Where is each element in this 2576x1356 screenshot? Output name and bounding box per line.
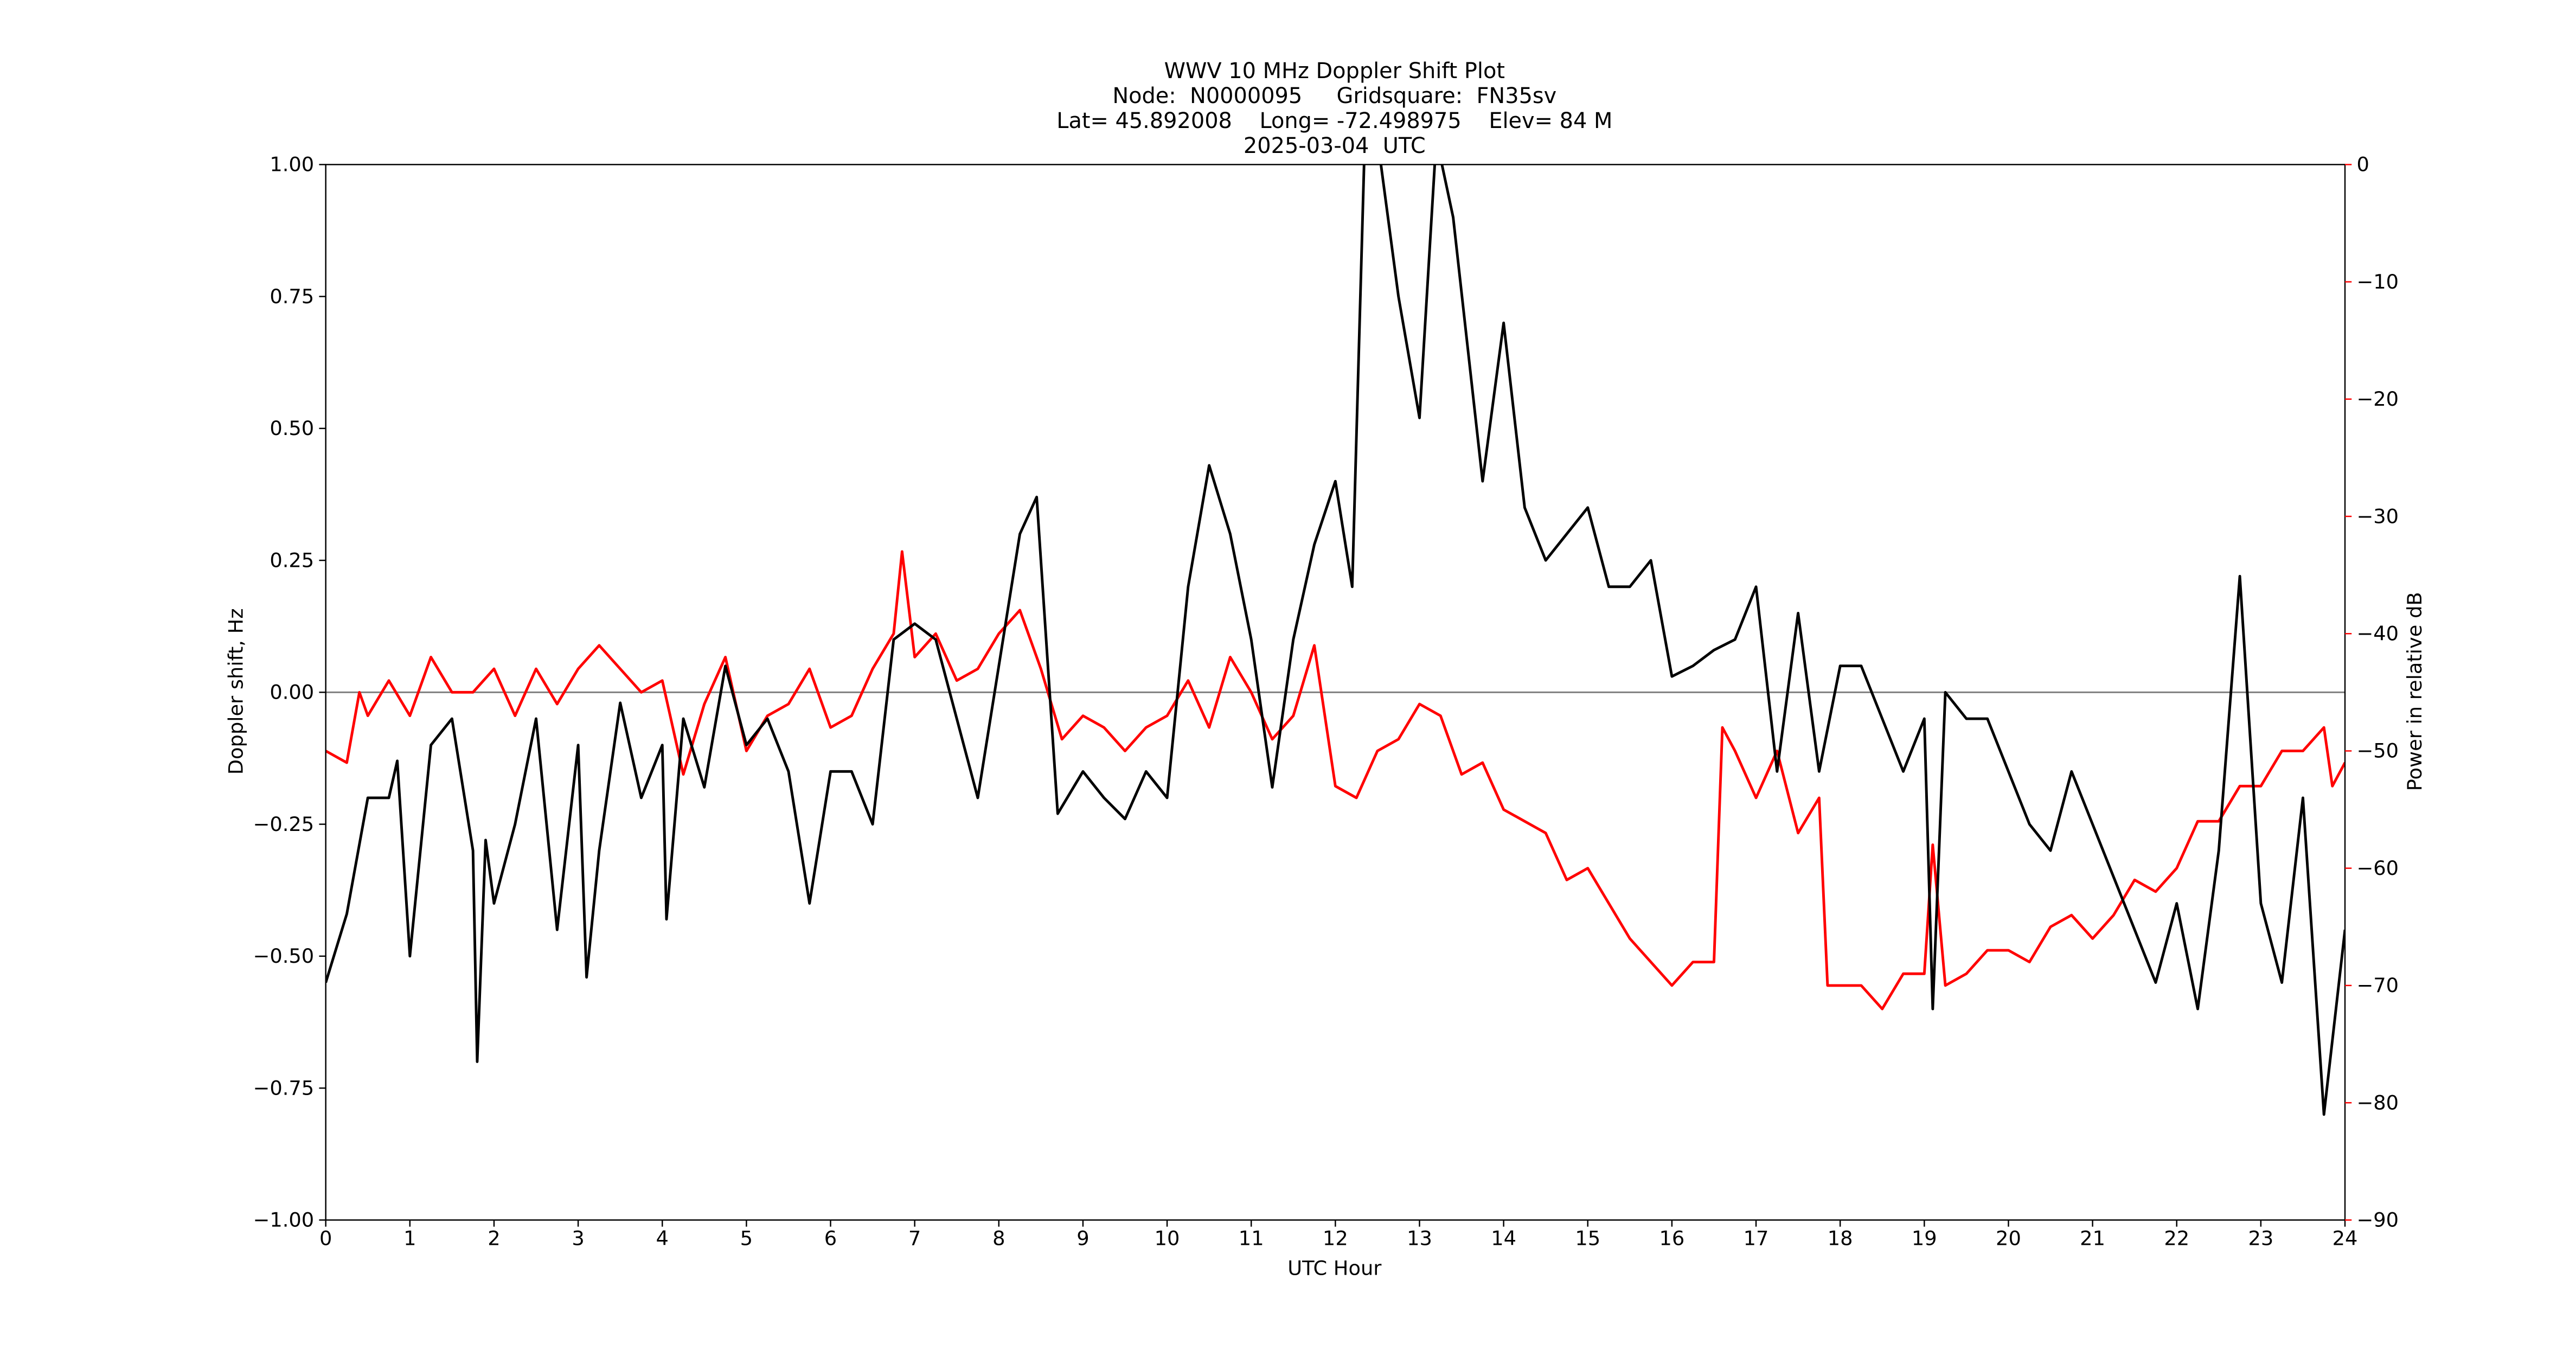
- y-axis-label: Doppler shift, Hz: [224, 608, 247, 775]
- x-tick-label: 17: [1744, 1226, 1769, 1250]
- y-tick-label: −0.25: [253, 813, 315, 836]
- y2-tick-label: −20: [2356, 387, 2399, 411]
- plot-area: [325, 164, 2346, 1116]
- title: Lat= 45.892008 Long= -72.498975 Elev= 84…: [1056, 108, 1612, 133]
- title: Node: N0000095 Gridsquare: FN35sv: [1112, 84, 1556, 108]
- title: WWV 10 MHz Doppler Shift Plot: [1164, 59, 1505, 84]
- y2-tick-label: −30: [2356, 504, 2399, 528]
- x-tick-label: 9: [1076, 1226, 1089, 1250]
- x-tick-label: 7: [908, 1226, 921, 1250]
- x-tick-label: 22: [2164, 1226, 2189, 1250]
- title: 2025-03-04 UTC: [1244, 133, 1426, 158]
- x-axis-label: UTC Hour: [1287, 1256, 1382, 1280]
- series-line: [325, 550, 2346, 1010]
- x-tick-label: 2: [488, 1226, 500, 1250]
- y2-tick-label: −70: [2356, 974, 2399, 997]
- x-tick-label: 20: [1996, 1226, 2021, 1250]
- y-tick-label: −0.50: [253, 944, 315, 968]
- y2-tick-label: −50: [2356, 739, 2399, 763]
- x-tick-label: 23: [2248, 1226, 2273, 1250]
- y2-tick-label: −10: [2356, 270, 2399, 293]
- y2-tick-label: −90: [2356, 1208, 2399, 1232]
- x-tick-label: 6: [824, 1226, 837, 1250]
- x-tick-label: 5: [740, 1226, 753, 1250]
- y2-axis-label: Power in relative dB: [2403, 592, 2426, 791]
- y-tick-label: 0.25: [270, 548, 314, 572]
- y-tick-label: 0.00: [270, 681, 314, 704]
- y-tick-label: −1.00: [253, 1208, 315, 1232]
- x-tick-label: 24: [2333, 1226, 2358, 1250]
- x-tick-label: 14: [1491, 1226, 1516, 1250]
- x-tick-label: 1: [403, 1226, 416, 1250]
- y2-tick-label: −60: [2356, 856, 2399, 880]
- x-tick-label: 21: [2080, 1226, 2105, 1250]
- x-tick-label: 12: [1323, 1226, 1348, 1250]
- y2-tick-label: 0: [2356, 153, 2369, 176]
- x-tick-label: 0: [319, 1226, 332, 1250]
- y2-tick-label: −40: [2356, 622, 2399, 645]
- x-tick-label: 19: [1912, 1226, 1937, 1250]
- x-tick-label: 13: [1407, 1226, 1432, 1250]
- x-tick-label: 15: [1575, 1226, 1600, 1250]
- y2-tick-label: −80: [2356, 1091, 2399, 1114]
- x-tick-label: 4: [656, 1226, 669, 1250]
- y-tick-label: 0.50: [270, 417, 314, 440]
- x-tick-label: 16: [1659, 1226, 1684, 1250]
- y-tick-label: 1.00: [270, 153, 314, 176]
- x-tick-label: 3: [572, 1226, 584, 1250]
- series-line: [325, 164, 2346, 1116]
- y-tick-label: 0.75: [270, 285, 314, 308]
- x-tick-label: 8: [992, 1226, 1005, 1250]
- x-tick-label: 10: [1155, 1226, 1180, 1250]
- x-tick-label: 11: [1239, 1226, 1264, 1250]
- x-tick-label: 18: [1828, 1226, 1853, 1250]
- y-tick-label: −0.75: [253, 1076, 315, 1099]
